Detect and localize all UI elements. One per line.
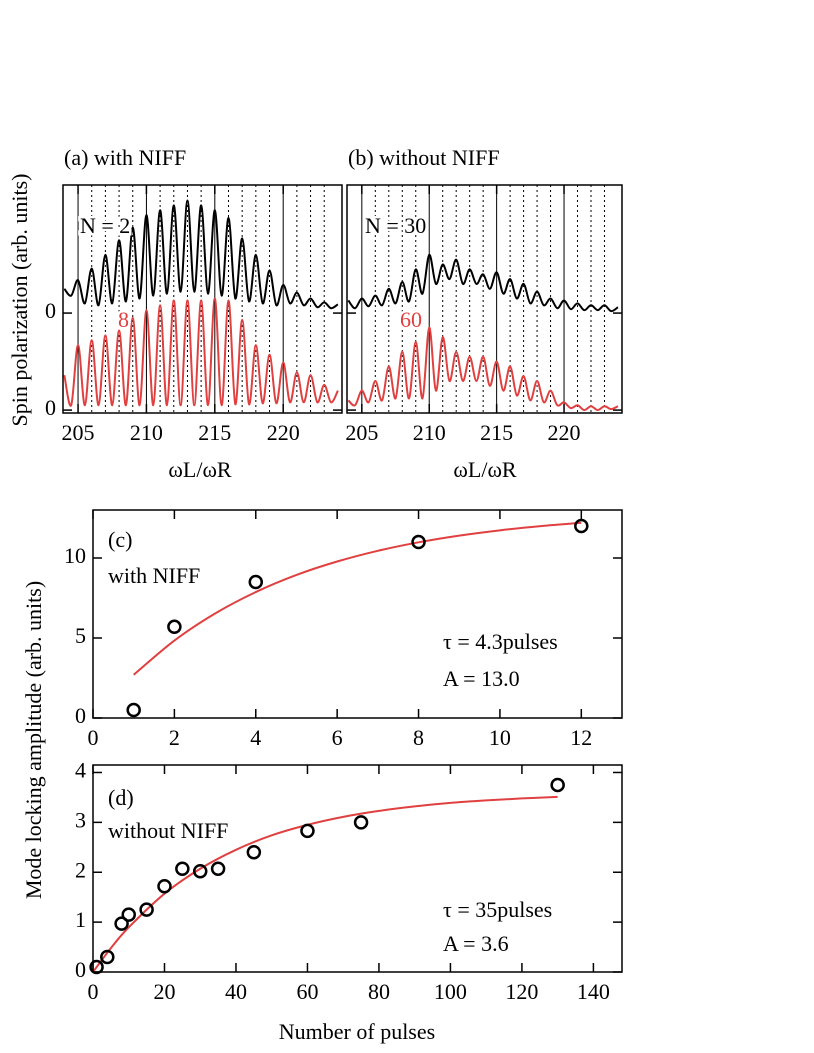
y-tick-label: 3 [75,807,86,832]
data-point [100,949,115,965]
y-tick-label: 2 [75,857,86,882]
data-point [114,916,129,931]
data-point [192,863,208,879]
x-tick-label: 100 [434,979,467,1004]
x-axis-label: Number of pulses [279,1019,435,1044]
y-tick-label: 0 [45,298,56,323]
annotation: (c) [108,527,132,552]
x-tick-label: 215 [198,420,231,445]
y-tick-label: 5 [75,623,86,648]
y-tick-label: 10 [64,543,86,568]
data-point [574,518,589,534]
data-point [139,902,154,917]
plot-frame [92,764,623,973]
x-tick-label: 140 [577,979,610,1004]
x-tick-label: 210 [130,420,163,445]
data-point [210,861,226,876]
data-point [89,959,104,975]
annotation: A = 13.0 [443,666,520,691]
x-tick-label: 215 [480,420,513,445]
panel-title: (a) with NIFF [64,145,186,170]
x-tick-label: 8 [413,725,424,750]
series-label: N = 30 [365,213,426,238]
annotation: A = 3.6 [443,931,509,956]
data-point [167,619,182,635]
data-point [121,907,136,922]
data-point [300,823,315,839]
data-point [175,861,190,876]
x-tick-label: 0 [88,979,99,1004]
annotation: with NIFF [108,563,200,588]
annotation: τ = 35pulses [443,897,552,922]
data-point [126,702,141,718]
series-label: 8 [118,307,129,332]
x-tick-label: 60 [296,979,318,1004]
x-tick-label: 20 [153,979,175,1004]
x-tick-label: 40 [225,979,247,1004]
annotation: (d) [108,785,134,810]
plot-frame [92,509,623,719]
fit-line [133,521,582,676]
y-axis-label: Spin polarization (arb. units) [7,174,32,427]
series-line [63,297,339,407]
x-tick-label: 220 [267,420,300,445]
y-tick-label: 1 [75,907,86,932]
data-point [411,534,426,550]
x-tick-label: 205 [62,420,95,445]
x-axis-label: ωL/ωR [168,457,232,482]
x-tick-label: 4 [250,725,261,750]
data-point [550,777,565,793]
y-tick-label: 0 [45,395,56,420]
series-label: N = 2 [80,213,130,238]
y-tick-label: 0 [75,957,86,982]
x-tick-label: 120 [505,979,538,1004]
series-label: 60 [400,307,422,332]
x-tick-label: 220 [548,420,581,445]
x-tick-label: 80 [368,979,390,1004]
data-point [246,845,262,860]
y-tick-label: 0 [75,703,86,728]
y-axis-label: Mode locking amplitude (arb. units) [21,581,46,899]
y-tick-label: 4 [75,758,86,783]
series-line [63,199,339,310]
series-line [347,253,619,313]
x-tick-label: 210 [413,420,446,445]
data-point [353,815,369,830]
annotation: without NIFF [108,818,228,843]
series-line [347,326,619,412]
data-point [248,574,264,590]
x-tick-label: 0 [88,725,99,750]
plot-frame [62,184,343,414]
x-axis-label: ωL/ωR [453,457,517,482]
x-tick-label: 2 [169,725,180,750]
panel-title: (b) without NIFF [348,145,500,170]
plot-frame [346,184,623,414]
x-tick-label: 6 [332,725,343,750]
x-tick-label: 205 [345,420,378,445]
annotation: τ = 4.3pulses [443,629,558,654]
x-tick-label: 12 [570,725,592,750]
data-point [157,878,172,894]
x-tick-label: 10 [489,725,511,750]
